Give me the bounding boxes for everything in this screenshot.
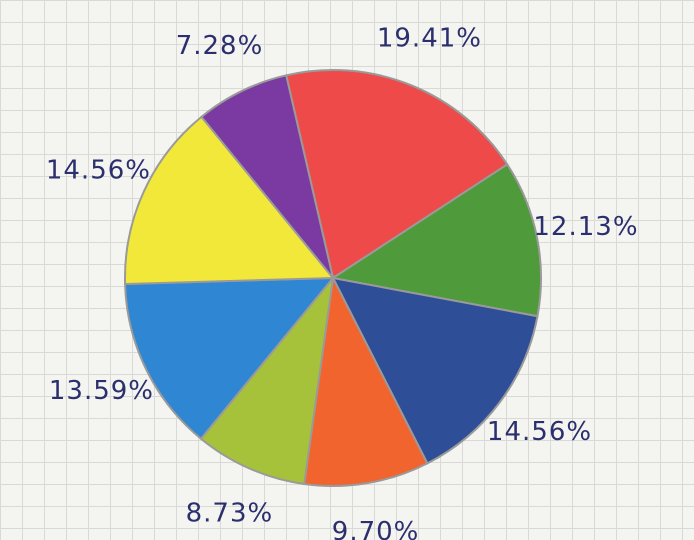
value-label: 13.59% bbox=[49, 376, 154, 406]
value-label: 14.56% bbox=[46, 155, 151, 185]
pie-slice bbox=[124, 115, 336, 286]
value-label: 8.73% bbox=[186, 499, 274, 529]
value-label: 7.28% bbox=[176, 31, 264, 61]
pie-slice bbox=[199, 274, 335, 486]
pie-slice bbox=[330, 163, 542, 318]
pie-slice bbox=[331, 276, 539, 465]
pie-slice bbox=[285, 69, 509, 280]
value-label: 12.13% bbox=[533, 212, 638, 242]
pie-slice bbox=[200, 74, 334, 279]
pie-slice bbox=[124, 276, 336, 441]
value-label: 9.70% bbox=[332, 517, 420, 540]
pie-slice bbox=[303, 274, 429, 487]
value-label: 14.56% bbox=[487, 417, 592, 447]
value-label: 19.41% bbox=[377, 23, 482, 53]
